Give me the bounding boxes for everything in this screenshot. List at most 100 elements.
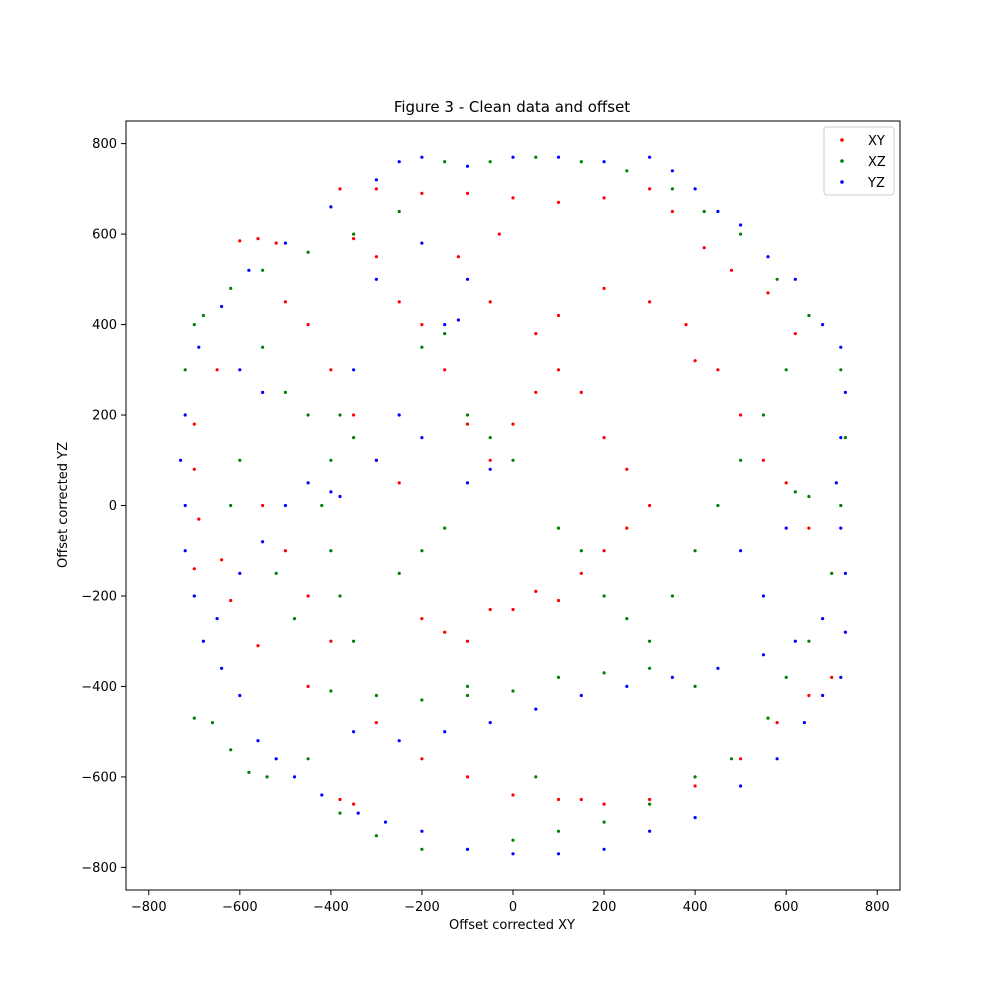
series-xz	[183, 155, 848, 851]
point-xz-35	[443, 160, 447, 164]
point-yz-82	[261, 390, 265, 394]
y-tick-label: −200	[81, 589, 117, 604]
point-xy-31	[648, 797, 652, 802]
point-yz-66	[397, 739, 401, 743]
point-xz-73	[793, 490, 797, 494]
point-yz-70	[579, 693, 583, 698]
point-yz-24	[821, 693, 825, 698]
point-yz-31	[843, 390, 848, 394]
point-yz-78	[397, 413, 401, 417]
point-xz-38	[306, 250, 310, 254]
point-yz-17	[556, 852, 561, 856]
point-yz-5	[201, 639, 205, 643]
point-xz-61	[511, 458, 515, 462]
point-xy-67	[374, 255, 378, 259]
point-xz-81	[283, 390, 287, 394]
point-yz-85	[739, 549, 743, 553]
point-xy-43	[511, 422, 515, 426]
point-yz-25	[839, 675, 843, 680]
point-xz-83	[274, 571, 278, 576]
point-yz-62	[261, 540, 265, 544]
point-yz-59	[338, 494, 342, 499]
point-xz-62	[556, 526, 561, 530]
point-yz-38	[693, 187, 697, 191]
point-yz-4	[192, 594, 196, 598]
x-tick-label: 600	[774, 900, 799, 915]
point-yz-37	[716, 209, 720, 214]
point-xy-10	[648, 187, 652, 191]
point-xy-2	[274, 241, 278, 245]
point-yz-1	[179, 458, 183, 462]
point-xz-29	[702, 209, 706, 214]
point-yz-8	[256, 739, 260, 743]
point-xy-38	[352, 802, 356, 806]
point-xy-9	[602, 196, 606, 200]
point-xy-40	[443, 368, 447, 372]
point-xy-35	[807, 693, 811, 698]
point-yz-18	[602, 847, 606, 851]
point-xy-49	[648, 503, 652, 508]
point-yz-53	[443, 323, 447, 327]
point-xz-16	[648, 802, 652, 806]
point-yz-57	[374, 277, 378, 281]
point-xy-8	[556, 200, 561, 204]
point-xy-46	[579, 390, 583, 394]
point-xz-4	[210, 721, 215, 725]
point-yz-32	[839, 345, 843, 349]
point-xz-22	[830, 571, 834, 576]
point-xy-25	[374, 721, 378, 725]
point-xy-32	[693, 784, 697, 788]
y-tick-label: 0	[109, 499, 117, 514]
point-xy-34	[775, 721, 779, 725]
point-xy-17	[192, 422, 196, 426]
point-xz-24	[843, 436, 848, 440]
point-yz-22	[775, 757, 779, 761]
point-yz-65	[352, 730, 356, 734]
point-yz-60	[306, 481, 310, 485]
point-xz-41	[329, 689, 333, 693]
point-yz-13	[383, 820, 388, 824]
point-yz-12	[356, 811, 360, 815]
point-yz-42	[556, 155, 561, 159]
point-xz-78	[465, 684, 470, 689]
point-xy-33	[739, 757, 743, 761]
point-yz-47	[374, 178, 378, 182]
point-xy-65	[283, 300, 287, 304]
x-axis-label: Offset corrected XY	[449, 918, 575, 933]
point-xz-34	[488, 160, 492, 164]
point-xz-8	[306, 757, 310, 761]
point-xy-84	[534, 332, 538, 336]
x-tick-label: −800	[131, 900, 167, 915]
point-yz-26	[843, 630, 848, 634]
point-xy-28	[511, 793, 515, 797]
point-xz-66	[648, 639, 652, 643]
point-xy-30	[602, 802, 606, 806]
point-xy-62	[352, 413, 356, 417]
point-xz-55	[338, 594, 342, 598]
point-xy-54	[511, 607, 515, 612]
point-xy-18	[192, 467, 196, 471]
point-xz-20	[784, 675, 788, 680]
legend-marker-xz	[840, 159, 844, 163]
point-xy-80	[684, 323, 688, 327]
point-xy-77	[283, 549, 287, 553]
point-yz-44	[465, 164, 470, 168]
point-xy-42	[488, 458, 492, 462]
point-xy-78	[306, 594, 310, 598]
point-xz-42	[374, 693, 378, 698]
point-xz-82	[306, 413, 310, 417]
point-xz-0	[192, 323, 196, 327]
point-xz-37	[352, 232, 356, 236]
legend: XY XZ YZ	[823, 126, 895, 196]
point-xz-59	[465, 413, 470, 417]
point-xz-18	[729, 757, 734, 761]
point-xz-2	[183, 368, 187, 372]
point-xz-77	[443, 526, 447, 530]
point-yz-56	[420, 241, 424, 245]
point-xz-31	[625, 169, 629, 173]
point-xy-16	[215, 368, 219, 372]
point-yz-40	[648, 155, 652, 159]
point-yz-29	[834, 481, 838, 485]
point-xz-69	[716, 503, 720, 508]
